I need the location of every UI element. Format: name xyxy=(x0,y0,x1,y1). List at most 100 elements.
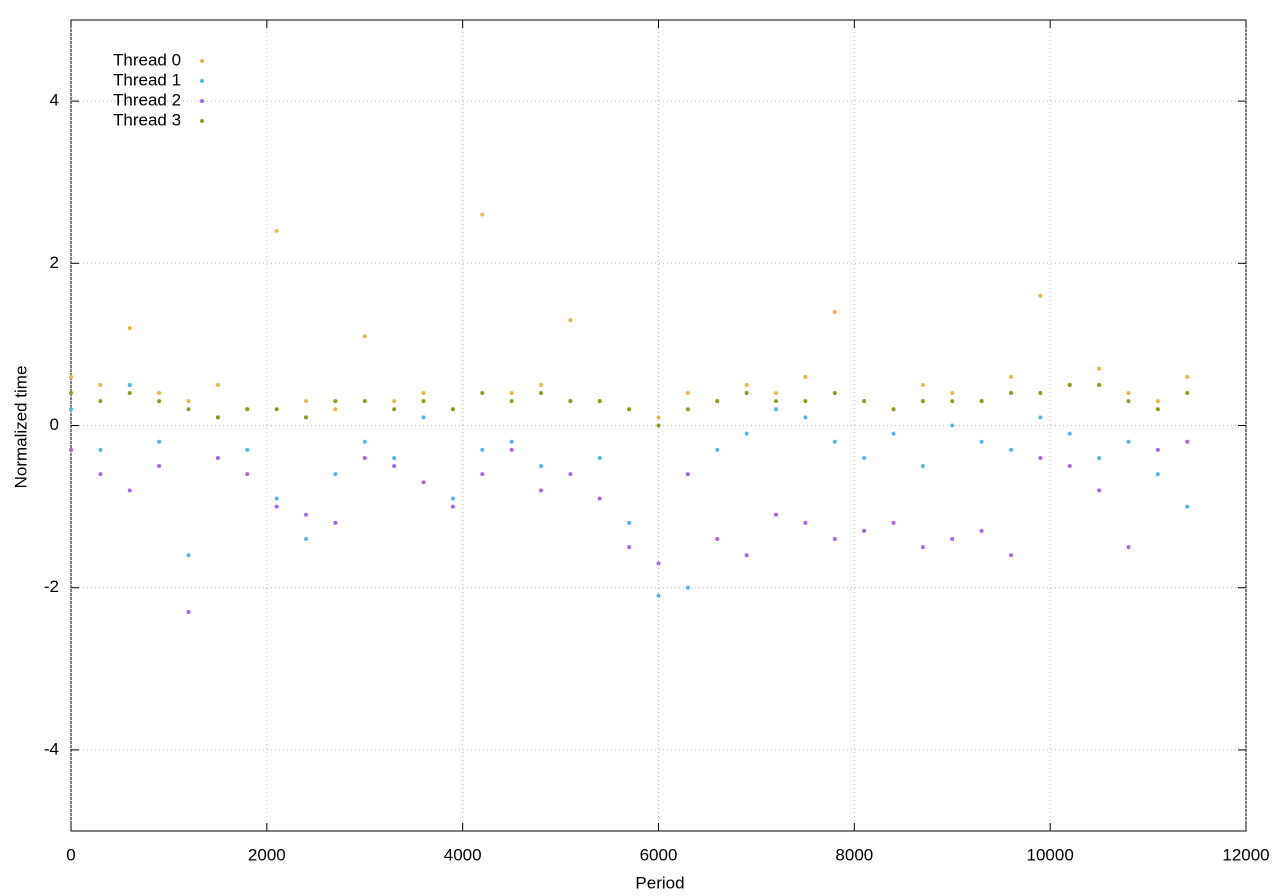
data-point xyxy=(421,399,426,404)
data-point xyxy=(304,537,308,542)
data-point xyxy=(715,537,720,542)
data-point xyxy=(480,391,485,396)
data-point xyxy=(362,455,367,460)
data-point xyxy=(979,439,984,444)
data-point xyxy=(774,512,778,517)
data-point xyxy=(157,439,162,444)
data-point xyxy=(480,472,485,477)
data-point xyxy=(891,431,896,436)
data-point xyxy=(568,472,573,477)
data-point xyxy=(920,399,925,404)
data-point xyxy=(539,382,543,387)
data-point xyxy=(362,334,367,339)
data-point xyxy=(832,439,837,444)
data-point xyxy=(127,391,132,396)
data-point xyxy=(920,464,925,469)
data-point xyxy=(715,447,720,452)
data-point xyxy=(920,382,925,387)
data-point xyxy=(69,407,73,412)
data-point xyxy=(127,382,132,387)
data-point xyxy=(832,537,837,542)
data-point xyxy=(627,407,632,412)
data-point xyxy=(333,520,338,525)
data-point xyxy=(274,228,279,233)
data-point xyxy=(98,447,103,452)
data-point xyxy=(803,399,808,404)
x-tick-label: 0 xyxy=(66,845,75,864)
data-point xyxy=(979,528,984,533)
data-point xyxy=(1097,455,1102,460)
data-point xyxy=(803,374,808,379)
data-point xyxy=(157,399,162,404)
y-tick-label: 4 xyxy=(50,91,59,110)
data-point xyxy=(568,399,573,404)
legend-label: Thread 3 xyxy=(113,110,181,129)
data-point xyxy=(950,423,955,428)
data-point xyxy=(597,455,602,460)
data-point xyxy=(656,423,661,428)
data-point xyxy=(157,464,162,469)
x-tick-label: 10000 xyxy=(1027,845,1074,864)
data-point xyxy=(1038,391,1043,396)
data-point xyxy=(656,415,661,420)
data-point xyxy=(1126,439,1131,444)
data-point xyxy=(333,399,338,404)
data-point xyxy=(1038,293,1043,298)
data-point xyxy=(186,407,191,412)
data-point xyxy=(509,447,514,452)
data-point xyxy=(685,585,690,590)
data-point xyxy=(186,553,191,558)
data-point xyxy=(245,447,250,452)
data-point xyxy=(127,488,132,493)
data-point xyxy=(215,455,220,460)
data-point xyxy=(392,399,397,404)
data-point xyxy=(392,464,397,469)
data-point xyxy=(744,382,749,387)
data-point xyxy=(186,610,191,615)
data-point xyxy=(1185,439,1190,444)
data-point xyxy=(774,391,778,396)
data-point xyxy=(69,374,73,379)
data-point xyxy=(304,415,308,420)
data-point xyxy=(480,212,485,217)
data-point xyxy=(509,391,514,396)
data-point xyxy=(274,504,279,509)
data-point xyxy=(862,399,867,404)
data-point xyxy=(1067,431,1072,436)
data-point xyxy=(920,545,925,550)
data-point xyxy=(1009,391,1013,396)
data-point xyxy=(832,309,837,314)
data-point xyxy=(480,447,485,452)
data-point xyxy=(1126,391,1131,396)
data-point xyxy=(1185,374,1190,379)
data-point xyxy=(685,391,690,396)
data-point xyxy=(685,407,690,412)
data-point xyxy=(1185,504,1190,509)
data-point xyxy=(1155,399,1160,404)
data-point xyxy=(304,512,308,517)
data-point xyxy=(1067,382,1072,387)
data-point xyxy=(333,472,338,477)
y-tick-label: 0 xyxy=(50,415,59,434)
data-point xyxy=(685,472,690,477)
x-tick-label: 2000 xyxy=(248,845,286,864)
data-point xyxy=(362,399,367,404)
x-tick-label: 4000 xyxy=(444,845,482,864)
data-point xyxy=(627,520,632,525)
data-point xyxy=(803,520,808,525)
data-point xyxy=(509,439,514,444)
data-point xyxy=(744,431,749,436)
data-point xyxy=(274,407,279,412)
data-point xyxy=(715,399,720,404)
legend-marker xyxy=(200,99,204,103)
legend-label: Thread 0 xyxy=(113,50,181,69)
data-point xyxy=(69,447,73,452)
data-point xyxy=(1097,366,1102,371)
data-point xyxy=(450,496,455,501)
data-point xyxy=(862,455,867,460)
data-point xyxy=(1185,391,1190,396)
data-point xyxy=(304,399,308,404)
data-point xyxy=(597,399,602,404)
data-point xyxy=(421,415,426,420)
